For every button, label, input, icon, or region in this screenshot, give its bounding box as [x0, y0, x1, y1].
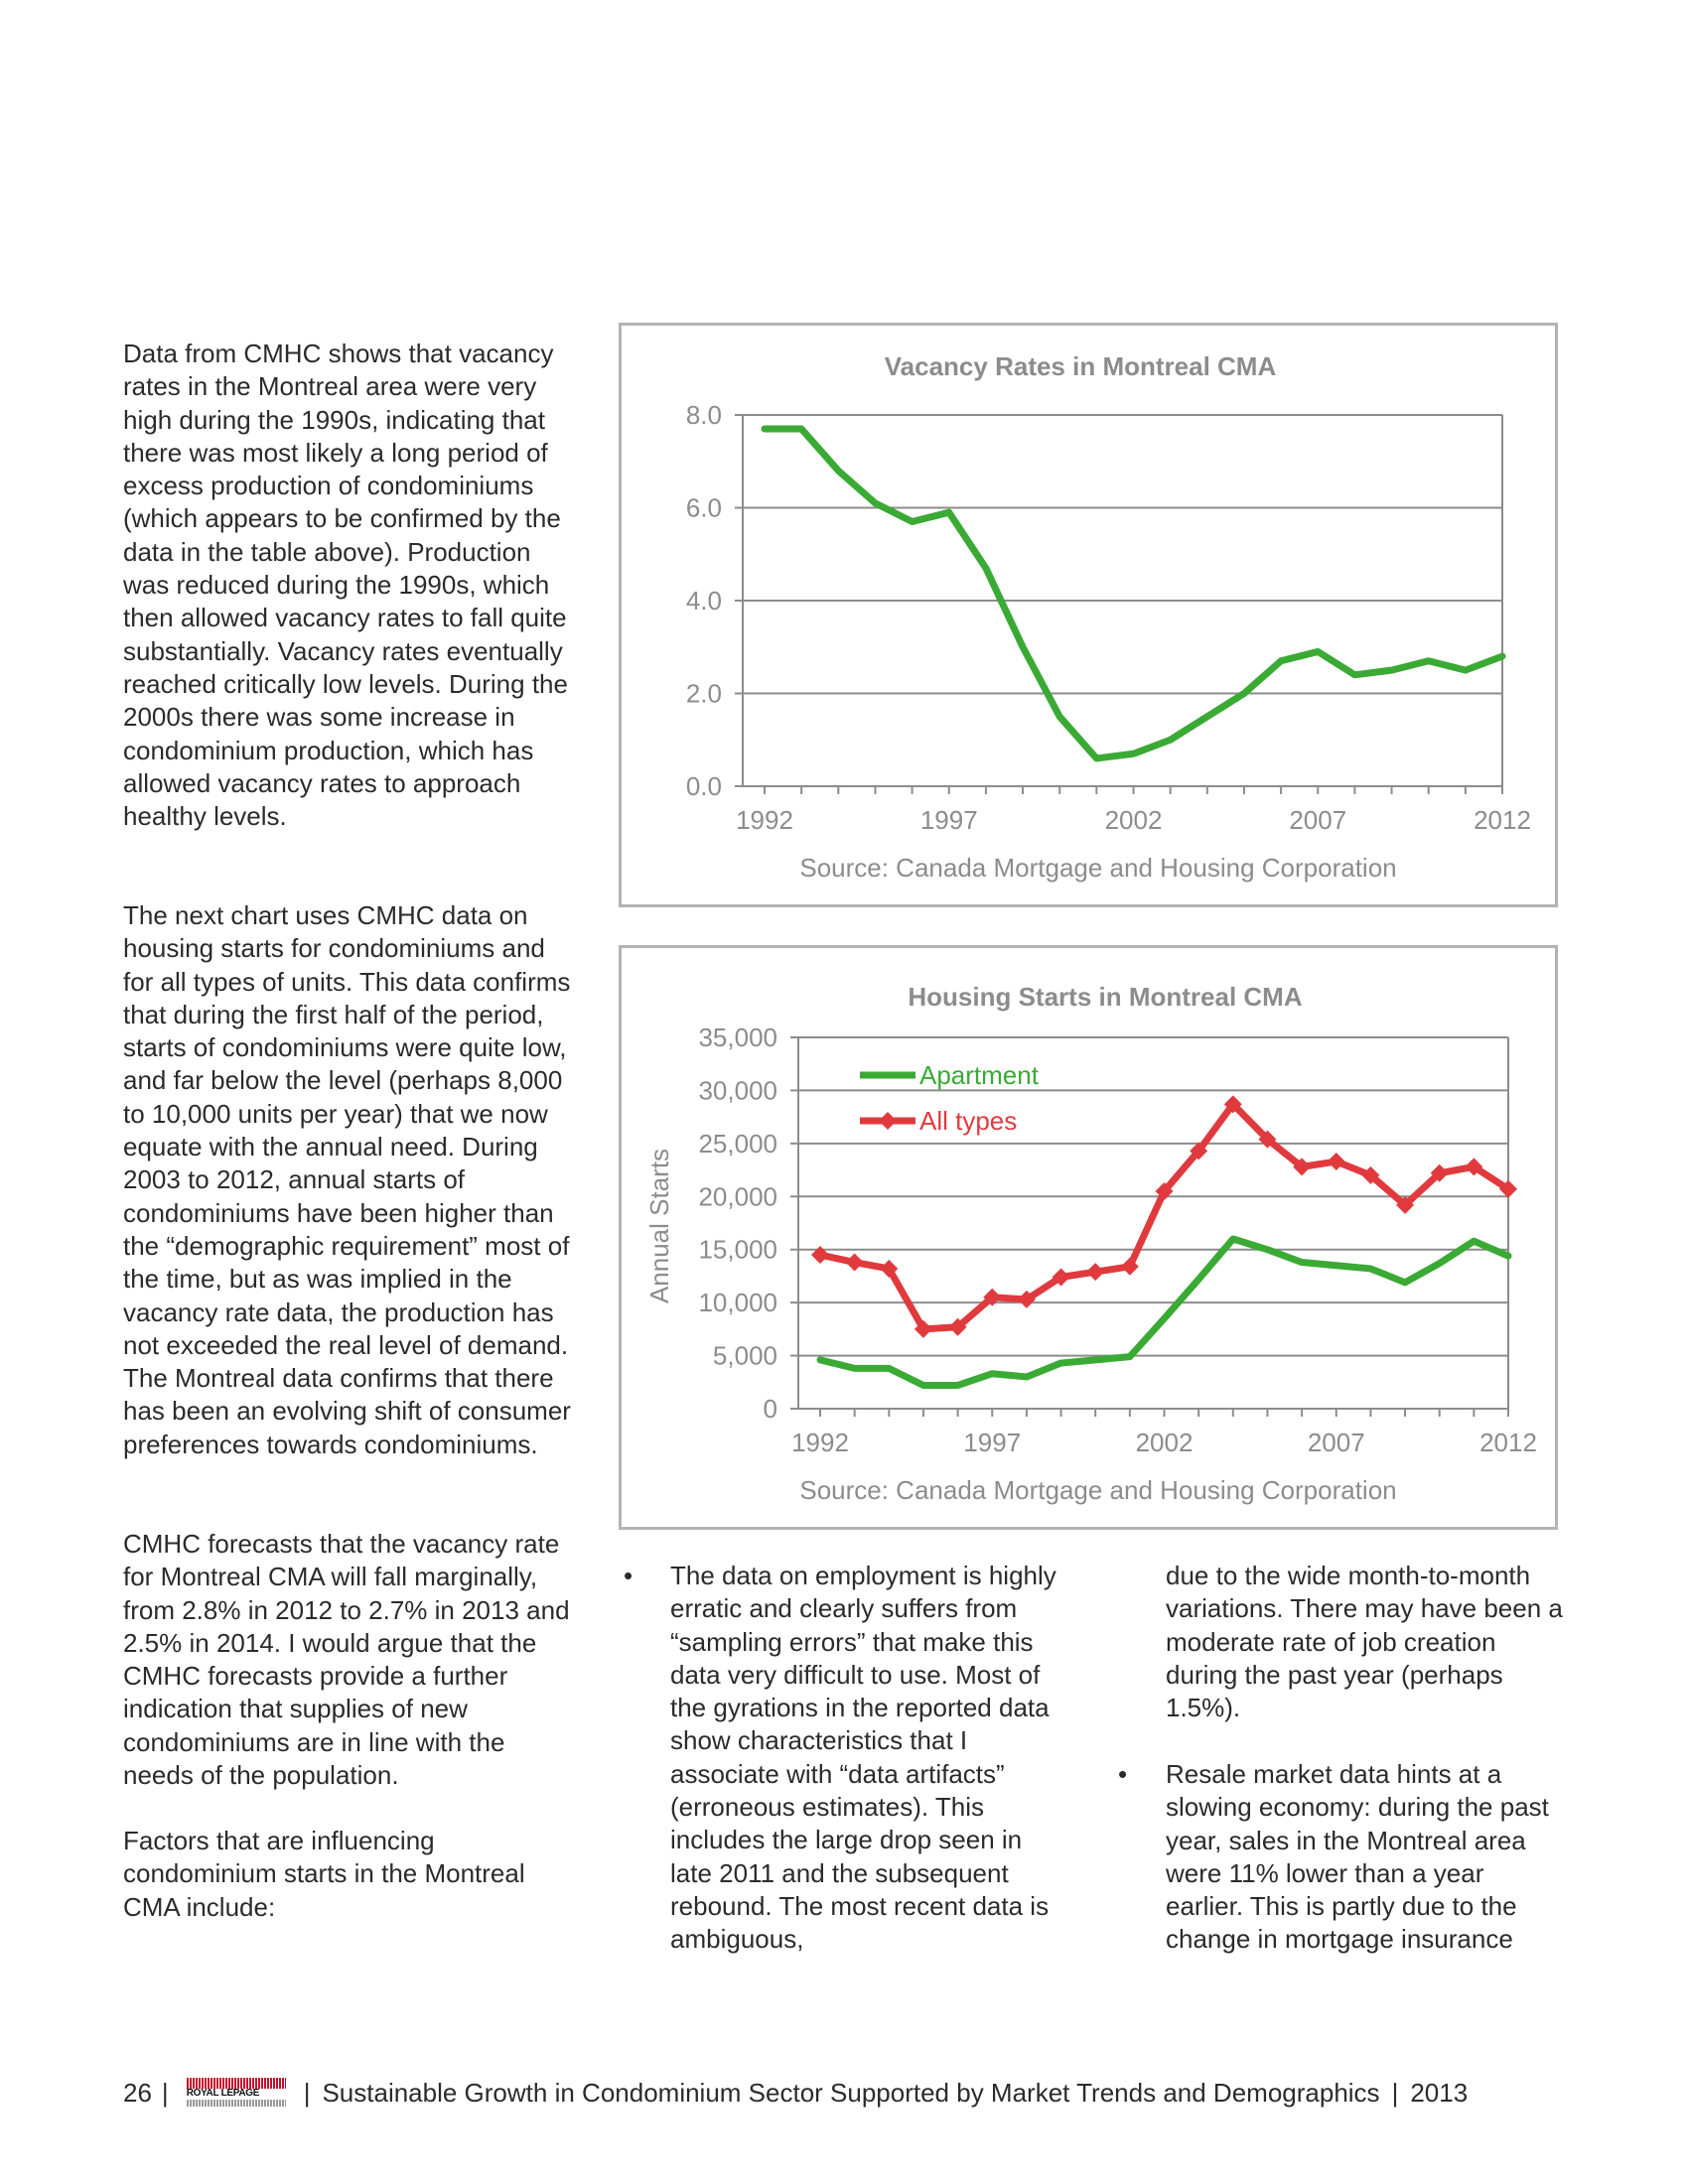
- data-point-marker: [1155, 1181, 1174, 1200]
- housing-starts-chart: Housing Starts in Montreal CMA 0 5,000 10,0…: [619, 945, 1558, 1530]
- data-point-marker: [1017, 1290, 1036, 1308]
- data-point-marker: [1052, 1268, 1070, 1287]
- footer-separator: |: [1391, 2078, 1399, 2108]
- data-point-marker: [1258, 1130, 1277, 1149]
- data-point-marker: [1190, 1142, 1208, 1160]
- y-tick-label: 10,000: [698, 1288, 777, 1317]
- x-tick-label: 2012: [1479, 1428, 1537, 1457]
- y-axis-label: Annual Starts: [644, 1149, 674, 1303]
- bullet-marker: •: [624, 1561, 633, 1590]
- y-tick-label: 0: [764, 1394, 777, 1424]
- chart-title: Vacancy Rates in Montreal CMA: [885, 351, 1277, 381]
- y-tick-label: 5,000: [713, 1341, 777, 1371]
- paragraph-factors: Factors that are influencing condominium…: [123, 1826, 525, 1922]
- data-point-marker: [1120, 1257, 1139, 1276]
- series-line-apartment: [816, 1235, 1512, 1389]
- bullet-resale-text: Resale market data hints at a slowing ec…: [1166, 1759, 1549, 1955]
- vacancy-rates-chart: Vacancy Rates in Montreal CMA 0.0 2.0 4.0 6.…: [619, 323, 1558, 907]
- paragraph-housing-starts: The next chart uses CMHC data on housing…: [123, 900, 571, 1459]
- footer-separator: |: [161, 2078, 169, 2108]
- chart-source: Source: Canada Mortgage and Housing Corp…: [799, 1475, 1396, 1505]
- y-tick-label: 0.0: [686, 771, 722, 801]
- x-tick-label: 1992: [791, 1428, 849, 1457]
- chart-title: Housing Starts in Montreal CMA: [908, 982, 1302, 1012]
- x-tick-label: 2002: [1136, 1428, 1194, 1457]
- page-footer: 26 | ROYAL LEPAGE | Sustainable Growth i…: [123, 2075, 1468, 2111]
- data-point-marker: [983, 1288, 1002, 1306]
- x-tick-label: 2012: [1474, 805, 1531, 835]
- bullet-employment-text: The data on employment is highly erratic…: [670, 1561, 1056, 1955]
- data-point-marker: [948, 1317, 967, 1336]
- housing-starts-chart-svg: Housing Starts in Montreal CMA 0 5,000 10,0…: [644, 982, 1537, 1505]
- x-tick-label: 1997: [920, 805, 978, 835]
- data-point-marker: [1223, 1095, 1242, 1114]
- data-point-marker: [1327, 1153, 1345, 1171]
- series-line-vacancy: [761, 425, 1506, 762]
- series-line-all-types: [816, 1100, 1512, 1333]
- y-tick-label: 4.0: [686, 586, 722, 615]
- data-point-marker: [845, 1253, 864, 1272]
- vacancy-rates-chart-svg: Vacancy Rates in Montreal CMA 0.0 2.0 4.0 6.…: [686, 351, 1531, 883]
- bullet-employment-continued-text: due to the wide month-to-month variation…: [1166, 1561, 1563, 1723]
- x-tick-label: 1992: [736, 805, 793, 835]
- y-tick-label: 8.0: [686, 400, 722, 430]
- data-point-marker: [1361, 1165, 1380, 1184]
- footer-year: 2013: [1410, 2078, 1469, 2108]
- y-tick-label: 30,000: [698, 1075, 777, 1105]
- y-tick-label: 20,000: [698, 1181, 777, 1211]
- y-tick-label: 35,000: [698, 1023, 777, 1052]
- x-tick-label: 1997: [963, 1428, 1021, 1457]
- data-point-marker: [1499, 1179, 1517, 1198]
- legend-marker: [879, 1112, 897, 1130]
- data-point-marker: [1430, 1163, 1449, 1182]
- data-point-marker: [1293, 1158, 1312, 1176]
- data-point-marker: [1086, 1263, 1105, 1282]
- data-point-marker: [880, 1259, 899, 1278]
- bullet-marker: •: [1118, 1759, 1128, 1789]
- bullet-employment: The data on employment is highly erratic…: [670, 1560, 1067, 1957]
- royal-lepage-logo-text: ROYAL LEPAGE: [186, 2088, 260, 2099]
- data-point-marker: [914, 1319, 932, 1338]
- data-point-marker: [1396, 1195, 1415, 1214]
- paragraph-vacancy: Data from CMHC shows that vacancy rates …: [123, 339, 568, 832]
- y-tick-label: 15,000: [698, 1235, 777, 1265]
- legend-label: Apartment: [919, 1060, 1040, 1090]
- chart-source: Source: Canada Mortgage and Housing Corp…: [799, 853, 1396, 883]
- bullet-resale: Resale market data hints at a slowing ec…: [1166, 1758, 1563, 1957]
- x-tick-label: 2007: [1289, 805, 1346, 835]
- y-tick-label: 6.0: [686, 493, 722, 523]
- royal-lepage-logo: ROYAL LEPAGE: [186, 2078, 286, 2108]
- y-tick-label: 2.0: [686, 679, 722, 709]
- bullet-employment-continued: due to the wide month-to-month variation…: [1166, 1560, 1563, 1724]
- x-tick-label: 2002: [1105, 805, 1163, 835]
- data-point-marker: [1465, 1158, 1483, 1176]
- x-tick-label: 2007: [1308, 1428, 1365, 1457]
- page-number: 26: [123, 2078, 152, 2108]
- y-tick-label: 25,000: [698, 1129, 777, 1159]
- data-point-marker: [811, 1246, 829, 1265]
- footer-separator: |: [303, 2078, 311, 2108]
- footer-title: Sustainable Growth in Condominium Sector…: [322, 2078, 1380, 2108]
- paragraph-forecast: CMHC forecasts that the vacancy rate for…: [123, 1529, 570, 1791]
- legend-label: All types: [919, 1106, 1017, 1136]
